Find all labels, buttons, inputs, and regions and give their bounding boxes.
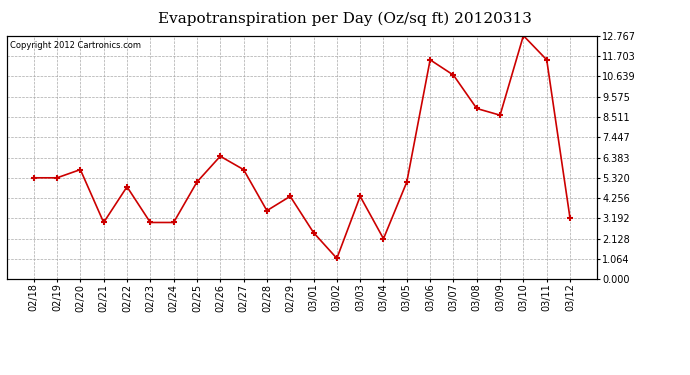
Text: Copyright 2012 Cartronics.com: Copyright 2012 Cartronics.com — [10, 40, 141, 50]
Text: Evapotranspiration per Day (Oz/sq ft) 20120313: Evapotranspiration per Day (Oz/sq ft) 20… — [158, 11, 532, 26]
